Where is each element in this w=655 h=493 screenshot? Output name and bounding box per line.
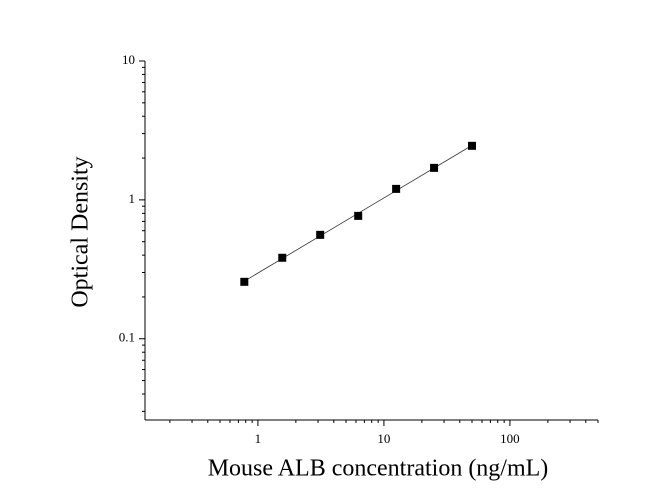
y-tick-label: 0.1 — [119, 330, 135, 345]
point — [354, 211, 363, 220]
point — [240, 277, 249, 286]
x-tick-label: 1 — [255, 431, 262, 446]
point — [392, 184, 401, 193]
point — [278, 253, 287, 262]
x-tick-label: 100 — [500, 431, 520, 446]
y-axis-label: Optical Density — [68, 156, 94, 307]
point — [467, 141, 476, 150]
x-axis-label: Mouse ALB concentration (ng/mL) — [208, 456, 549, 482]
x-tick-label: 10 — [377, 431, 390, 446]
point — [316, 230, 325, 239]
y-tick-label: 1 — [129, 191, 136, 206]
point — [430, 163, 439, 172]
y-tick-label: 10 — [122, 52, 135, 67]
